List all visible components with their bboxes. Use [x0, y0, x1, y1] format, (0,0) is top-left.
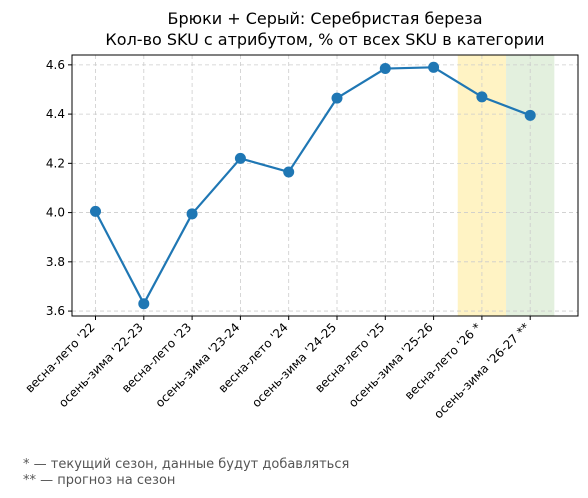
- y-tick-label-1: 3.8: [46, 255, 65, 269]
- data-point-5: [331, 92, 343, 104]
- y-tick-label-5: 4.6: [46, 58, 65, 72]
- data-point-4: [283, 166, 295, 178]
- x-tick-label-7: осень-зима '25-26: [346, 320, 436, 410]
- y-tick-label-3: 4.2: [46, 156, 65, 170]
- x-tick-label-9: осень-зима '26-27 **: [431, 320, 532, 421]
- data-point-9: [524, 109, 536, 121]
- highlight-band-1: [506, 55, 555, 316]
- y-tick-label-0: 3.6: [46, 304, 65, 318]
- x-tick-label-3: осень-зима '23-24: [153, 320, 243, 410]
- chart-title: Брюки + Серый: Серебристая береза: [167, 9, 482, 28]
- data-point-0: [90, 205, 101, 217]
- series-line-0: [94, 66, 531, 305]
- data-point-2: [186, 208, 198, 220]
- y-tick-label-4: 4.4: [46, 107, 65, 121]
- data-point-6: [379, 63, 391, 75]
- plot-frame: [71, 54, 579, 317]
- footnote-current-season: * — текущий сезон, данные будут добавлят…: [23, 457, 350, 472]
- footnote-forecast: ** — прогноз на сезон: [23, 473, 176, 488]
- data-point-3: [234, 152, 246, 164]
- data-point-1: [138, 298, 150, 310]
- x-tick-label-5: осень-зима '24-25: [249, 320, 339, 410]
- x-tick-label-1: осень-зима '22-23: [56, 320, 146, 410]
- chart-subtitle: Кол-во SKU с атрибутом, % от всех SKU в …: [105, 30, 544, 49]
- y-tick-label-2: 4.0: [46, 206, 65, 220]
- data-point-7: [428, 61, 440, 73]
- data-point-8: [476, 91, 488, 103]
